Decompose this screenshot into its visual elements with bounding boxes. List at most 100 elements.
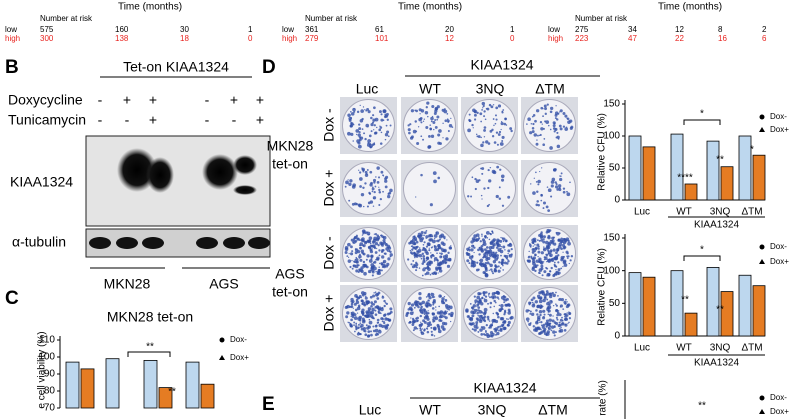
colony [481, 172, 484, 175]
colony [420, 173, 423, 177]
bar [105, 358, 120, 409]
colony [553, 261, 556, 264]
colony [419, 327, 421, 330]
colony [542, 298, 546, 303]
colony [441, 321, 446, 326]
colony [509, 127, 513, 130]
bar [684, 312, 698, 337]
colony [436, 252, 438, 254]
colony [415, 261, 418, 264]
colony [534, 269, 537, 273]
colony [450, 245, 452, 247]
risk-count: 223 [575, 34, 589, 43]
colony [385, 243, 388, 245]
colony [435, 309, 437, 311]
colony [383, 299, 386, 303]
colony [483, 126, 487, 129]
colony [536, 190, 539, 193]
colony [540, 321, 543, 324]
colony [555, 291, 557, 294]
colony [374, 309, 377, 312]
colony [483, 248, 487, 251]
colony [433, 237, 436, 240]
colony [469, 317, 474, 322]
colony [545, 205, 549, 209]
colony [345, 305, 348, 308]
colony [350, 245, 353, 249]
colony [549, 239, 554, 244]
colony [364, 170, 368, 174]
colony [425, 296, 428, 298]
colony [545, 332, 550, 336]
colony [345, 315, 349, 319]
colony [354, 248, 357, 251]
colony [494, 319, 499, 324]
colony [416, 142, 420, 146]
colony [366, 173, 368, 175]
colony [549, 146, 553, 150]
colony [450, 117, 452, 120]
colony [500, 254, 502, 257]
colony [501, 140, 504, 143]
colony [415, 246, 418, 249]
colony [431, 115, 434, 118]
colony [380, 113, 383, 116]
treatment-sign: - [205, 112, 210, 128]
colony [384, 313, 387, 316]
colony [423, 333, 425, 335]
colony [556, 247, 560, 252]
colony [477, 135, 481, 138]
colony [377, 311, 381, 314]
colony [383, 320, 385, 323]
colony [416, 327, 419, 330]
colony [357, 323, 360, 326]
colony [536, 321, 539, 324]
risk-count: 279 [305, 34, 319, 43]
colony [360, 192, 365, 197]
colony [495, 246, 499, 249]
colony [420, 257, 423, 260]
bar [706, 140, 720, 201]
panel-title: Tet-on KIAA1324 [123, 59, 229, 75]
colony [566, 257, 569, 260]
colony [438, 129, 442, 133]
colony [546, 186, 549, 188]
colony [374, 305, 378, 309]
colony [499, 267, 502, 269]
risk-count: 1 [248, 25, 253, 34]
colony [531, 303, 536, 308]
colony [358, 254, 362, 259]
colony [543, 138, 546, 140]
risk-row-label: high [548, 34, 563, 43]
colony [468, 255, 473, 260]
bar [670, 133, 684, 201]
column-label: ΔTM [538, 402, 568, 418]
colony [431, 239, 436, 244]
colony [365, 324, 368, 327]
colony [566, 312, 568, 314]
colony [422, 243, 425, 246]
colony [429, 203, 433, 207]
colony [434, 272, 437, 276]
colony [478, 319, 483, 323]
colony [564, 323, 568, 327]
colony [357, 270, 360, 274]
colony [440, 325, 445, 329]
colony [548, 318, 552, 322]
colony [529, 312, 532, 315]
colony [485, 231, 490, 235]
colony [566, 192, 571, 197]
colony [359, 185, 362, 188]
colony [495, 333, 497, 336]
colony [473, 246, 476, 249]
colony [347, 179, 349, 181]
colony [488, 326, 491, 329]
colony [486, 107, 490, 111]
colony [437, 266, 441, 270]
colony [473, 118, 477, 121]
colony [442, 301, 446, 305]
colony [557, 273, 560, 276]
colony [424, 250, 428, 254]
bar [642, 276, 656, 337]
colony [556, 144, 561, 149]
